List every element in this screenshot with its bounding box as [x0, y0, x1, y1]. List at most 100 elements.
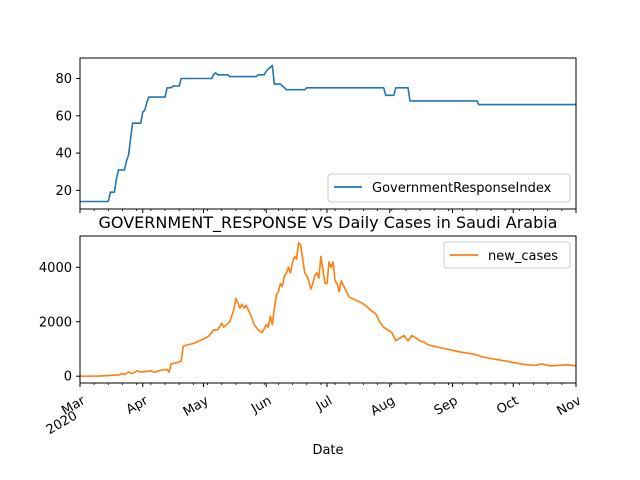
bottom-series-layer: [79, 242, 577, 377]
bottom-point-96: [411, 334, 413, 336]
top-point-16: [164, 96, 166, 98]
top-point-24: [215, 72, 217, 74]
top-point-12: [142, 111, 144, 113]
bottom-point-2: [107, 375, 109, 377]
bottom-point-99: [423, 341, 425, 343]
bottom-point-39: [249, 313, 251, 315]
bottom-point-76: [332, 261, 334, 263]
bottom-point-78: [336, 283, 338, 285]
top-y-ticks: 20 40 60 80: [55, 72, 80, 199]
bottom-point-92: [395, 340, 397, 342]
bottom-point-28: [217, 329, 219, 331]
top-point-38: [285, 89, 288, 91]
x-axis-label: Date: [312, 443, 343, 458]
top-point-3: [113, 191, 115, 193]
bottom-point-103: [445, 348, 447, 350]
bottom-point-7: [128, 371, 130, 373]
bottom-point-20: [180, 360, 182, 362]
bottom-point-23: [192, 342, 194, 345]
bottom-legend-label: new_cases: [488, 249, 558, 264]
bottom-point-29: [221, 322, 223, 324]
bottom-point-4: [117, 374, 120, 376]
bottom-point-8: [132, 372, 134, 375]
bottom-point-73: [326, 283, 328, 285]
top-point-44: [395, 87, 397, 89]
bottom-point-11: [144, 371, 146, 373]
bottom-axes-frame: [79, 235, 577, 384]
bottom-point-35: [239, 307, 241, 309]
bottom-series-line-0: [79, 242, 577, 377]
top-point-36: [281, 85, 283, 87]
top-point-32: [269, 66, 271, 68]
bottom-point-117: [547, 364, 549, 366]
bottom-point-3: [113, 374, 115, 376]
bottom-point-9: [136, 370, 138, 372]
bottom-point-37: [243, 307, 245, 309]
top-point-28: [255, 76, 257, 78]
bottom-point-105: [458, 351, 460, 353]
bottom-point-56: [292, 261, 294, 263]
bottom-point-43: [265, 323, 267, 326]
bottom-point-6: [123, 374, 126, 376]
top-point-26: [227, 74, 229, 76]
bottom-point-27: [213, 329, 215, 331]
bottom-point-91: [391, 332, 393, 334]
bottom-point-45: [269, 315, 271, 317]
bottom-point-36: [241, 303, 243, 305]
top-point-27: [229, 76, 231, 78]
bottom-point-62: [304, 272, 306, 274]
top-point-39: [304, 89, 306, 91]
top-point-35: [279, 83, 281, 85]
bottom-point-44: [267, 326, 269, 328]
top-ytick-label-2: 60: [55, 109, 72, 124]
bottom-point-55: [289, 272, 292, 274]
bottom-point-5: [121, 372, 124, 375]
bottom-point-79: [338, 291, 340, 293]
bottom-point-77: [334, 280, 336, 282]
bottom-point-75: [330, 266, 332, 268]
top-series-line-0: [80, 64, 576, 203]
top-point-2: [109, 191, 111, 193]
bottom-point-42: [261, 332, 263, 334]
top-point-41: [383, 87, 385, 89]
top-point-30: [263, 74, 265, 76]
top-point-17: [166, 87, 168, 89]
bottom-point-51: [281, 285, 283, 287]
bottom-point-102: [439, 347, 441, 349]
top-point-25: [217, 74, 219, 76]
bottom-point-83: [354, 299, 356, 301]
bottom-point-18: [170, 363, 172, 365]
bottom-point-81: [344, 288, 346, 290]
bottom-point-80: [340, 280, 342, 282]
bottom-point-98: [419, 340, 421, 342]
top-point-18: [170, 87, 172, 89]
bottom-point-34: [237, 302, 239, 304]
top-x-ticks: [79, 209, 577, 213]
bottom-point-93: [399, 337, 401, 339]
bottom-point-74: [328, 261, 330, 263]
bottom-point-64: [308, 280, 310, 282]
chart-title: GOVERNMENT_RESPONSE VS Daily Cases in Sa…: [99, 213, 558, 233]
bottom-point-24: [198, 340, 200, 342]
bottom-point-118: [551, 365, 553, 367]
bottom-point-101: [433, 345, 435, 347]
top-point-31: [265, 70, 267, 72]
bottom-point-66: [312, 283, 314, 285]
top-axes-frame: [79, 57, 577, 210]
top-point-7: [126, 159, 128, 162]
bottom-point-86: [370, 310, 373, 312]
top-point-11: [140, 122, 142, 124]
bottom-point-19: [176, 362, 178, 364]
top-point-22: [211, 77, 213, 80]
bottom-point-14: [158, 370, 160, 372]
bottom-point-84: [360, 302, 362, 304]
top-point-45: [407, 87, 409, 89]
top-ytick-label-3: 80: [55, 72, 72, 87]
top-point-19: [172, 85, 174, 87]
bottom-point-31: [229, 321, 231, 323]
top-legend-box: [327, 173, 571, 203]
bottom-ytick-label-0: 0: [64, 370, 72, 385]
bottom-point-48: [275, 293, 277, 296]
